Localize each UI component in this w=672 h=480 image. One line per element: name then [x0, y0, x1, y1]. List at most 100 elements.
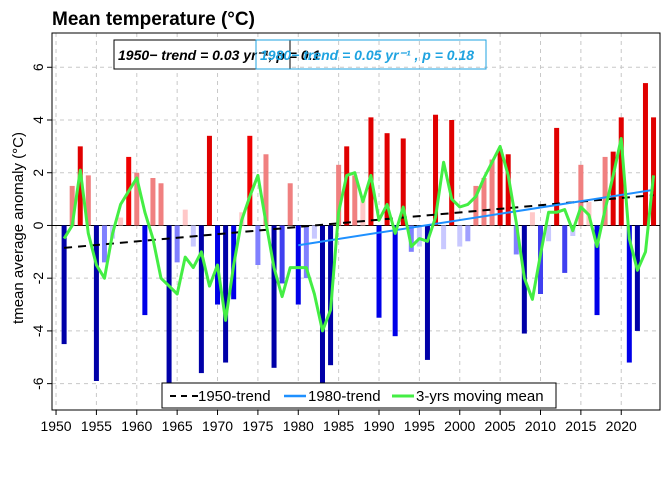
anomaly-bar — [449, 120, 455, 226]
anomaly-bar — [642, 83, 648, 226]
anomaly-bar — [416, 225, 422, 247]
anomaly-bar — [118, 217, 124, 226]
anomaly-bar — [441, 225, 447, 250]
anomaly-bar — [69, 185, 75, 226]
anomaly-bar — [93, 225, 99, 381]
y-tick-label: 6 — [30, 63, 46, 71]
anomaly-bar — [376, 225, 382, 318]
anomaly-bar — [481, 178, 487, 226]
x-tick-label: 1975 — [242, 418, 273, 434]
anomaly-bar — [465, 225, 471, 242]
x-tick-label: 2020 — [606, 418, 637, 434]
anomaly-bars — [61, 83, 657, 408]
anomaly-bar — [61, 225, 67, 345]
anomaly-bar — [336, 164, 342, 226]
anomaly-bar — [433, 114, 439, 226]
x-tick-label: 2015 — [565, 418, 596, 434]
moving-mean-line — [62, 137, 655, 333]
annotation-box-1950 — [113, 39, 291, 70]
anomaly-bar — [166, 225, 172, 405]
annotation-1950-trend: 1950− trend = 0.03 yr⁻¹, p = 0.1 — [118, 47, 321, 63]
anomaly-bar — [424, 225, 430, 360]
anomaly-bar — [174, 225, 180, 263]
x-tick-label: 1995 — [404, 418, 435, 434]
anomaly-bar — [295, 225, 301, 305]
trend-line-1980 — [298, 188, 654, 247]
anomaly-bar — [311, 225, 317, 239]
anomaly-bar — [610, 151, 616, 226]
chart-title: Mean temperature (°C) — [52, 9, 255, 30]
anomaly-bar — [546, 225, 552, 242]
x-tick-label: 1955 — [81, 418, 112, 434]
trend-annotations: 1950− trend = 0.03 yr⁻¹, p = 0.1 1980− t… — [113, 39, 487, 70]
anomaly-bar — [198, 225, 204, 374]
anomaly-bar — [344, 146, 350, 226]
anomaly-bar — [618, 117, 624, 226]
anomaly-bar — [303, 225, 309, 279]
anomaly-bar — [150, 178, 156, 226]
y-axis-label: tmean average anomaly (°C) — [10, 132, 27, 324]
legend-label-1980-trend: 1980-trend — [308, 388, 381, 405]
y-axis: -6 -4 -2 0 2 4 6 — [30, 63, 52, 390]
anomaly-bar — [554, 127, 560, 226]
anomaly-bar — [223, 225, 229, 363]
legend-box — [161, 382, 557, 409]
x-tick-label: 1990 — [363, 418, 394, 434]
x-tick-label: 1985 — [323, 418, 354, 434]
anomaly-bar — [578, 164, 584, 226]
anomaly-bar — [158, 183, 164, 226]
anomaly-bar — [134, 172, 140, 226]
trend-lines — [62, 137, 655, 333]
y-tick-label: 0 — [30, 221, 46, 229]
anomaly-bar — [594, 225, 600, 316]
anomaly-bar — [489, 159, 495, 226]
anomaly-bar — [400, 138, 406, 226]
anomaly-bar — [77, 146, 83, 226]
anomaly-bar — [182, 209, 188, 226]
legend-label-moving-mean: 3-yrs moving mean — [416, 388, 544, 405]
anomaly-bar — [247, 135, 253, 226]
anomaly-bar — [206, 135, 212, 226]
anomaly-bar — [255, 225, 261, 265]
anomaly-bar — [360, 199, 366, 226]
anomaly-bar — [408, 225, 414, 252]
legend-label-1950-trend: 1950-trend — [198, 388, 271, 405]
legend: 1950-trend 1980-trend 3-yrs moving mean — [161, 382, 557, 409]
annotation-box-1980 — [255, 39, 487, 70]
anomaly-bar — [392, 225, 398, 337]
anomaly-bar — [142, 225, 148, 316]
x-tick-label: 1970 — [202, 418, 233, 434]
plot-frame — [51, 32, 661, 411]
anomaly-bar — [602, 156, 608, 226]
y-tick-label: -2 — [30, 272, 46, 285]
x-tick-label: 1960 — [121, 418, 152, 434]
x-tick-label: 2000 — [444, 418, 475, 434]
anomaly-bar — [368, 117, 374, 226]
y-tick-label: 2 — [30, 169, 46, 177]
x-tick-label: 2005 — [485, 418, 516, 434]
x-tick-label: 1980 — [283, 418, 314, 434]
anomaly-bar — [497, 149, 503, 226]
anomaly-bar — [384, 133, 390, 226]
anomaly-bar — [101, 225, 107, 263]
anomaly-bar — [513, 225, 519, 255]
anomaly-bar — [279, 225, 285, 284]
anomaly-bar — [457, 225, 463, 247]
anomaly-bar — [505, 154, 511, 226]
anomaly-bar — [529, 212, 535, 226]
anomaly-bar — [85, 175, 91, 226]
anomaly-bar — [562, 225, 568, 273]
anomaly-bar — [263, 154, 269, 226]
y-tick-label: -6 — [30, 377, 46, 390]
x-tick-label: 1965 — [162, 418, 193, 434]
x-tick-label: 1950 — [40, 418, 71, 434]
anomaly-bar — [319, 225, 325, 408]
annotation-1980-trend: 1980− trend = 0.05 yr⁻¹ , p = 0.18 — [260, 47, 474, 63]
anomaly-bar — [473, 185, 479, 226]
x-tick-label: 2010 — [525, 418, 556, 434]
anomaly-bar — [287, 183, 293, 226]
x-axis: 1950 1955 1960 1965 1970 1975 1980 1985 1990 1995… — [40, 410, 637, 434]
trend-line-1950 — [64, 194, 654, 249]
anomaly-bar — [352, 175, 358, 226]
